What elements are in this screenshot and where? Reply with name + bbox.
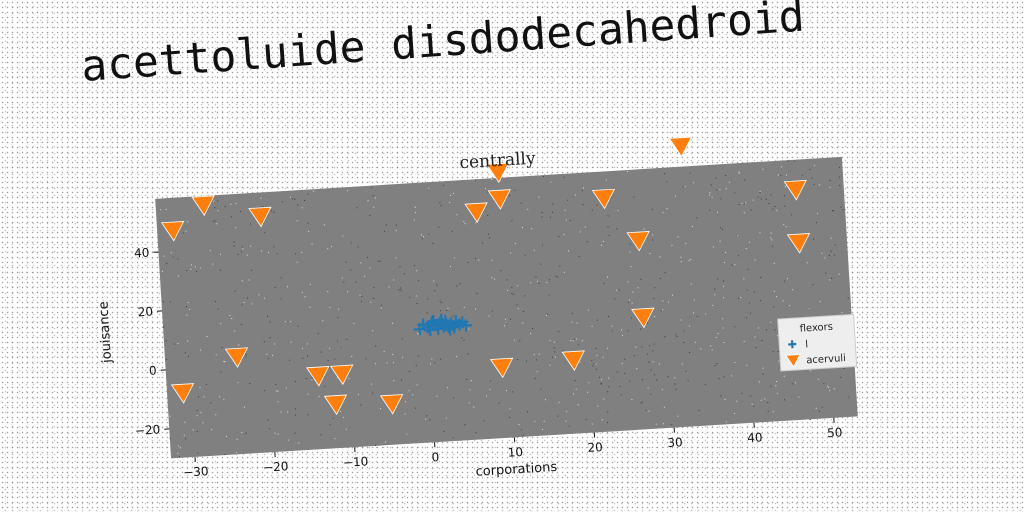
- data-point-series-2-19: [783, 179, 807, 201]
- data-point-series-2-4: [224, 347, 249, 368]
- y-axis-label: jouisance: [96, 301, 115, 364]
- y-tick-label-4: 40: [134, 246, 150, 261]
- data-point-series-2-10: [464, 202, 488, 223]
- y-tick-label-3: 20: [137, 304, 153, 319]
- x-tick-label-7: 30: [667, 435, 683, 450]
- data-point-series-2-5: [248, 206, 272, 228]
- x-tick-label-4: 0: [431, 450, 439, 464]
- legend-label-1: l: [805, 339, 808, 350]
- x-tick-label-8: 40: [747, 430, 763, 445]
- chart-title: centrally: [459, 149, 537, 174]
- x-axis-label: corporations: [475, 460, 558, 480]
- x-tick-label-1: −30: [183, 464, 209, 480]
- data-point-series-2-20: [786, 233, 811, 254]
- data-point-series-2-17: [631, 307, 655, 329]
- plot-noise: [160, 160, 851, 458]
- plot-group: −30 −20 −10 0 10 20 30 40 50 −20 0 20 40 centrally c…: [96, 136, 858, 480]
- legend: flexors l acervuli: [777, 313, 858, 372]
- x-tick-label-5: 10: [507, 445, 523, 460]
- data-point-series-1-7: [431, 322, 445, 336]
- legend-label-2: acervuli: [806, 353, 846, 366]
- x-tick-label-2: −20: [263, 459, 289, 475]
- data-point-series-2-2: [160, 220, 185, 242]
- y-tick-label-1: −20: [135, 422, 161, 438]
- data-point-series-2-1: [170, 383, 195, 404]
- data-point-series-2-18: [668, 136, 693, 158]
- data-point-series-2-6: [306, 366, 330, 387]
- data-point-series-2-11: [485, 162, 510, 184]
- data-point-series-2-14: [561, 350, 585, 371]
- data-point-series-2-15: [591, 188, 616, 210]
- legend-marker-1: [788, 340, 797, 349]
- data-point-series-2-16: [626, 230, 650, 252]
- plot-area: [155, 156, 858, 459]
- data-point-series-2-7: [323, 394, 348, 416]
- legend-marker-2: [785, 354, 801, 368]
- data-point-series-2-12: [487, 189, 511, 210]
- data-point-series-1-17: [459, 319, 472, 332]
- data-point-series-2-13: [489, 357, 514, 379]
- legend-title: flexors: [799, 322, 833, 335]
- data-point-series-1-19: [444, 323, 457, 336]
- x-tick-label-9: 50: [827, 425, 843, 440]
- y-tick-label-2: 0: [149, 363, 157, 377]
- data-point-series-1-20: [427, 314, 440, 328]
- x-tick-label-6: 20: [587, 440, 603, 455]
- data-point-series-2-3: [191, 195, 215, 216]
- data-point-series-2-8: [330, 364, 354, 386]
- x-tick-label-3: −10: [343, 454, 369, 470]
- data-point-series-2-9: [379, 394, 404, 415]
